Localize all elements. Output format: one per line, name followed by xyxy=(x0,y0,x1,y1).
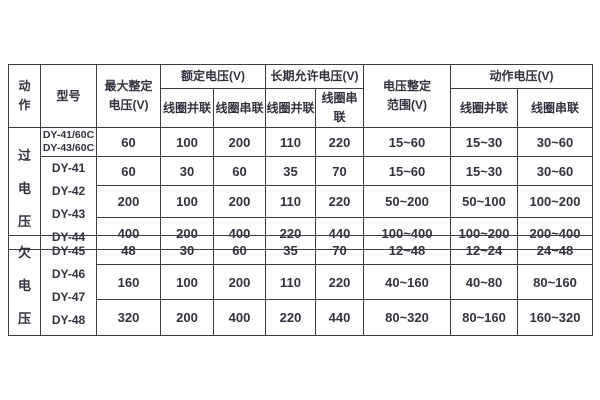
action-label-overvoltage: 过 电 压 xyxy=(8,127,41,250)
value-cell: 100 xyxy=(160,264,214,301)
col-header-setting-range: 电压整定 范围(V) xyxy=(363,64,451,128)
value-cell: 320 xyxy=(96,299,161,336)
value-cell: 15~60 xyxy=(363,127,451,157)
model-cell: DY-41/60C DY-43/60C xyxy=(40,127,97,157)
subheader-rated-coil-parallel: 线圈并联 xyxy=(160,88,214,128)
subheader-operating-coil-parallel: 线圈并联 xyxy=(450,88,518,128)
table-row: DY-41 DY-42 DY-43 DY-44 60 30 60 35 70 1… xyxy=(9,155,593,250)
value-cell: 200 xyxy=(96,185,161,218)
value-cell: 220 xyxy=(265,299,316,336)
value-cell: 50~100 xyxy=(450,185,518,218)
value-cell: 60 xyxy=(213,234,266,266)
value-cell: 30~60 xyxy=(517,155,593,187)
value-cell: 15~30 xyxy=(450,155,518,187)
subheader-operating-coil-series: 线圈串联 xyxy=(517,88,593,128)
value-cell: 80~160 xyxy=(517,264,593,301)
value-cell: 220 xyxy=(315,127,364,157)
value-cell: 40~160 xyxy=(363,264,451,301)
value-cell: 30~60 xyxy=(517,127,593,157)
value-cell: 200 xyxy=(213,185,266,218)
value-cell: 110 xyxy=(265,127,316,157)
value-cell: 35 xyxy=(265,155,316,187)
value-cell: 60 xyxy=(96,155,161,187)
value-cell: 160 xyxy=(96,264,161,301)
value-cell: 12~48 xyxy=(363,234,451,266)
value-cell: 15~60 xyxy=(363,155,451,187)
value-cell: 220 xyxy=(315,185,364,218)
value-cell: 110 xyxy=(265,185,316,218)
col-header-rated-voltage: 额定电压(V) xyxy=(160,64,266,89)
value-cell: 200 xyxy=(160,299,214,336)
action-label-undervoltage: 欠 电 压 xyxy=(8,235,41,336)
col-header-action: 动 作 xyxy=(8,64,41,128)
value-cell: 60 xyxy=(213,155,266,187)
col-header-model: 型号 xyxy=(40,64,97,128)
table-row: 320 200 400 220 440 80~320 80~160 160~32… xyxy=(9,299,593,336)
value-cell: 12~24 xyxy=(450,234,518,266)
col-header-long-term-voltage: 长期允许电压(V) xyxy=(265,64,364,89)
value-cell: 50~200 xyxy=(363,185,451,218)
model-cell: DY-41 DY-42 DY-43 DY-44 xyxy=(40,156,97,250)
table-row: 欠 电 压 DY-45 DY-46 DY-47 DY-48 48 30 60 3… xyxy=(8,234,593,336)
table-row: 200 100 200 110 220 50~200 50~100 100~20… xyxy=(9,185,593,218)
value-cell: 400 xyxy=(213,299,266,336)
value-cell: 200 xyxy=(213,264,266,301)
value-cell: 220 xyxy=(315,264,364,301)
col-header-operating-voltage: 动作电压(V) xyxy=(450,64,593,89)
value-cell: 40~80 xyxy=(450,264,518,301)
table-row: 过 电 压 DY-41/60C DY-43/60C 60 100 200 110… xyxy=(8,127,593,250)
table-row: 160 100 200 110 220 40~160 40~80 80~160 xyxy=(9,264,593,301)
value-cell: 100 xyxy=(160,127,214,157)
value-cell: 80~160 xyxy=(450,299,518,336)
value-cell: 24~48 xyxy=(517,234,593,266)
subheader-longterm-coil-series: 线圈串联 xyxy=(315,88,364,128)
value-cell: 440 xyxy=(315,299,364,336)
value-cell: 35 xyxy=(265,234,316,266)
value-cell: 160~320 xyxy=(517,299,593,336)
subheader-rated-coil-series: 线圈串联 xyxy=(213,88,266,128)
header-row-2: 线圈并联 线圈串联 线圈并联 线圈串联 线圈并联 线圈串联 xyxy=(9,88,593,128)
value-cell: 110 xyxy=(265,264,316,301)
value-cell: 100~200 xyxy=(517,185,593,218)
subheader-longterm-coil-parallel: 线圈并联 xyxy=(265,88,316,128)
value-cell: 70 xyxy=(315,155,364,187)
relay-spec-table-undervoltage: 欠 电 压 DY-45 DY-46 DY-47 DY-48 48 30 60 3… xyxy=(8,234,593,336)
value-cell: 100 xyxy=(160,185,214,218)
value-cell: 30 xyxy=(160,155,214,187)
value-cell: 60 xyxy=(96,127,161,157)
value-cell: 80~320 xyxy=(363,299,451,336)
model-cell: DY-45 DY-46 DY-47 DY-48 xyxy=(40,235,97,336)
value-cell: 15~30 xyxy=(450,127,518,157)
value-cell: 200 xyxy=(213,127,266,157)
value-cell: 48 xyxy=(96,234,161,266)
col-header-max-setting-voltage: 最大整定 电压(V) xyxy=(96,64,161,128)
value-cell: 70 xyxy=(315,234,364,266)
value-cell: 30 xyxy=(160,234,214,266)
header-row-1: 动 作 型号 最大整定 电压(V) 额定电压(V) 长期允许电压(V) 电压整定… xyxy=(8,64,593,128)
relay-spec-table-overvoltage: 动 作 型号 最大整定 电压(V) 额定电压(V) 长期允许电压(V) 电压整定… xyxy=(8,64,593,251)
